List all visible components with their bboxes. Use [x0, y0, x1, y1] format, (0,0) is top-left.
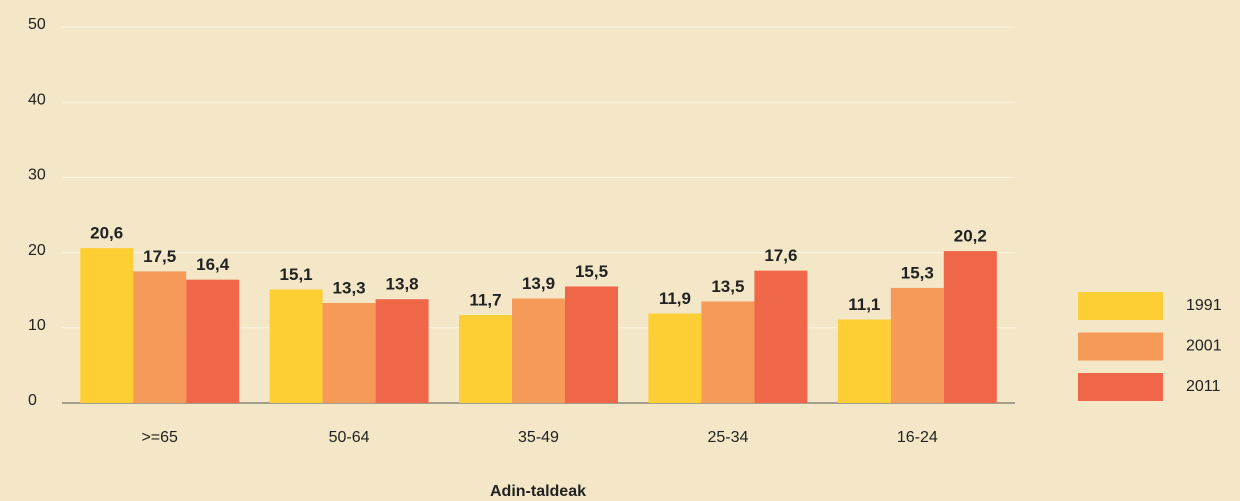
x-tick-label: 35-49	[518, 429, 559, 446]
y-tick-label: 20	[28, 242, 46, 259]
value-label: 11,1	[848, 295, 880, 314]
bar	[512, 298, 565, 403]
value-label: 15,5	[575, 262, 608, 281]
x-tick-label: 16-24	[897, 429, 938, 446]
value-label: 15,3	[901, 263, 934, 282]
legend-swatch	[1078, 373, 1163, 401]
value-label: 15,1	[280, 265, 313, 284]
bar	[890, 287, 944, 403]
value-label: 13,5	[711, 277, 744, 296]
y-tick-label: 0	[28, 392, 37, 409]
bar	[565, 286, 618, 403]
bar	[269, 289, 323, 403]
bar	[943, 251, 997, 403]
legend-swatch	[1078, 292, 1163, 320]
bar	[80, 248, 134, 403]
bar	[322, 302, 376, 403]
x-axis-label: Adin-taldeak	[490, 483, 586, 500]
value-label: 17,5	[143, 247, 176, 266]
value-label: 11,9	[659, 289, 691, 308]
y-tick-label: 30	[28, 167, 46, 184]
y-tick-label: 40	[28, 91, 46, 108]
value-label: 13,3	[333, 278, 366, 297]
bar	[459, 315, 512, 403]
x-tick-label: 25-34	[707, 429, 748, 446]
value-label: 16,4	[196, 255, 230, 274]
bar	[186, 279, 240, 403]
value-label: 13,9	[522, 274, 555, 293]
bar	[754, 270, 808, 403]
bar	[701, 301, 755, 403]
legend-label: 1991	[1186, 297, 1222, 314]
value-label: 13,8	[386, 275, 419, 294]
x-tick-label: >=65	[141, 429, 178, 446]
legend-swatch	[1078, 332, 1163, 361]
value-label: 20,6	[90, 224, 123, 243]
legend-label: 2011	[1186, 378, 1221, 395]
bar	[133, 271, 187, 403]
value-label: 20,2	[954, 227, 987, 246]
y-tick-label: 10	[28, 317, 46, 334]
legend-label: 2001	[1186, 338, 1222, 355]
bar	[648, 313, 702, 403]
bar	[837, 319, 891, 403]
x-tick-label: 50-64	[329, 429, 370, 446]
value-label: 11,7	[469, 291, 501, 310]
value-label: 17,6	[764, 246, 797, 265]
bar	[375, 299, 429, 403]
y-tick-label: 50	[28, 16, 46, 33]
